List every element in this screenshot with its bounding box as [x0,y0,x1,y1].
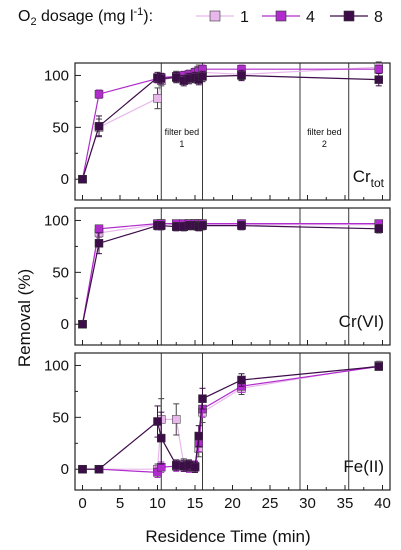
y-tick-label: 0 [61,316,69,333]
data-point [194,431,203,441]
data-point [374,362,383,371]
data-point [157,74,166,83]
legend-marker [275,10,287,22]
data-point [237,71,246,80]
data-point [157,221,166,230]
x-tick-label: 20 [224,495,241,512]
x-tick-label: 30 [299,495,316,512]
x-tick-label: 35 [337,495,354,512]
data-point [94,89,104,99]
data-point [374,224,383,234]
series-line [82,365,379,470]
y-tick-label: 100 [44,212,69,229]
y-tick-label: 0 [61,171,69,188]
legend: O2 dosage (mg l-1): 1 4 8 [18,6,383,28]
x-tick-label: 10 [149,495,166,512]
legend-entry-4: 4 [262,9,315,26]
legend-title-main: O [18,8,30,25]
series-8 [78,220,383,329]
panel-3: 0 50 100 0 5 10 15 20 25 30 35 40 Fe(II) [44,352,391,512]
series-1 [78,61,383,184]
series-line [81,225,379,325]
filter-bed-1-number: 1 [179,139,184,149]
x-tick-label: 40 [374,495,391,512]
series-1 [78,360,383,475]
panel-label-main: Cr(VI) [339,312,384,331]
data-point [172,460,181,470]
data-point [94,464,104,474]
panel-label: Fe(II) [343,457,384,476]
data-point [78,319,87,329]
data-point [78,464,87,474]
legend-label: 1 [240,9,249,26]
x-tick-label: 0 [78,495,86,512]
legend-marker [343,10,355,22]
data-point [172,73,181,82]
data-point [374,75,383,84]
legend-title-sub: 2 [30,16,36,28]
legend-marker [209,10,221,22]
data-point [198,221,207,230]
y-tick-label: 100 [44,67,69,84]
y-tick-label: 100 [44,357,69,374]
legend-title: O2 dosage (mg l-1): [18,6,153,28]
x-tick-label: 15 [187,495,204,512]
series-8 [78,69,383,184]
panel-label-sub: tot [371,176,385,190]
series-line [81,68,379,180]
y-tick-label: 50 [52,264,69,281]
series-line [82,365,379,474]
legend-label: 8 [374,9,383,26]
legend-label: 4 [306,9,315,26]
series-4 [78,362,383,479]
panel-label-main: Fe(II) [343,457,384,476]
data-point [153,94,162,103]
data-point [78,174,87,184]
panel-1: 0 50 100 filter bed 1 filter bed 2 Crtot [44,61,391,201]
data-point [374,64,383,74]
series-line [81,222,379,325]
y-tick-label: 50 [52,409,69,426]
filter-bed-2-number: 2 [322,139,327,149]
x-tick-label: 25 [262,495,279,512]
data-point [237,375,246,385]
series-4 [78,64,383,184]
legend-title-sup: -1 [134,6,144,18]
data-point [157,433,166,443]
legend-entry-8: 8 [330,9,383,26]
x-axis-label: Residence Time (min) [145,527,310,546]
data-point [94,122,104,131]
x-tick-label: 5 [116,495,124,512]
filter-bed-1-label: filter bed [165,127,200,137]
data-point [94,239,104,248]
data-point [172,415,181,424]
series-line [81,66,379,180]
legend-title-end: ): [143,8,153,25]
plot-frame [74,62,391,201]
series-line [81,223,379,325]
data-point [198,72,207,81]
data-point [190,462,200,472]
data-point [198,394,207,403]
legend-entries: 1 4 8 [196,9,383,26]
data-point [237,221,246,230]
data-point [172,222,181,231]
y-axis-label: Removal (%) [15,269,34,367]
panel-2: 0 50 100 Cr(VI) [44,207,391,346]
legend-entry-1: 1 [196,9,249,26]
filter-bed-2-label: filter bed [307,127,342,137]
panel-label: Crtot [353,167,385,190]
series-8 [78,362,383,474]
data-point [153,417,162,426]
panel-label: Cr(VI) [339,312,384,331]
series-line [82,364,379,470]
y-tick-label: 0 [61,461,69,478]
y-tick-label: 50 [52,119,69,136]
panel-label-main: Cr [353,167,371,186]
data-point [94,224,104,234]
legend-title-rest: dosage (mg l [37,8,134,25]
